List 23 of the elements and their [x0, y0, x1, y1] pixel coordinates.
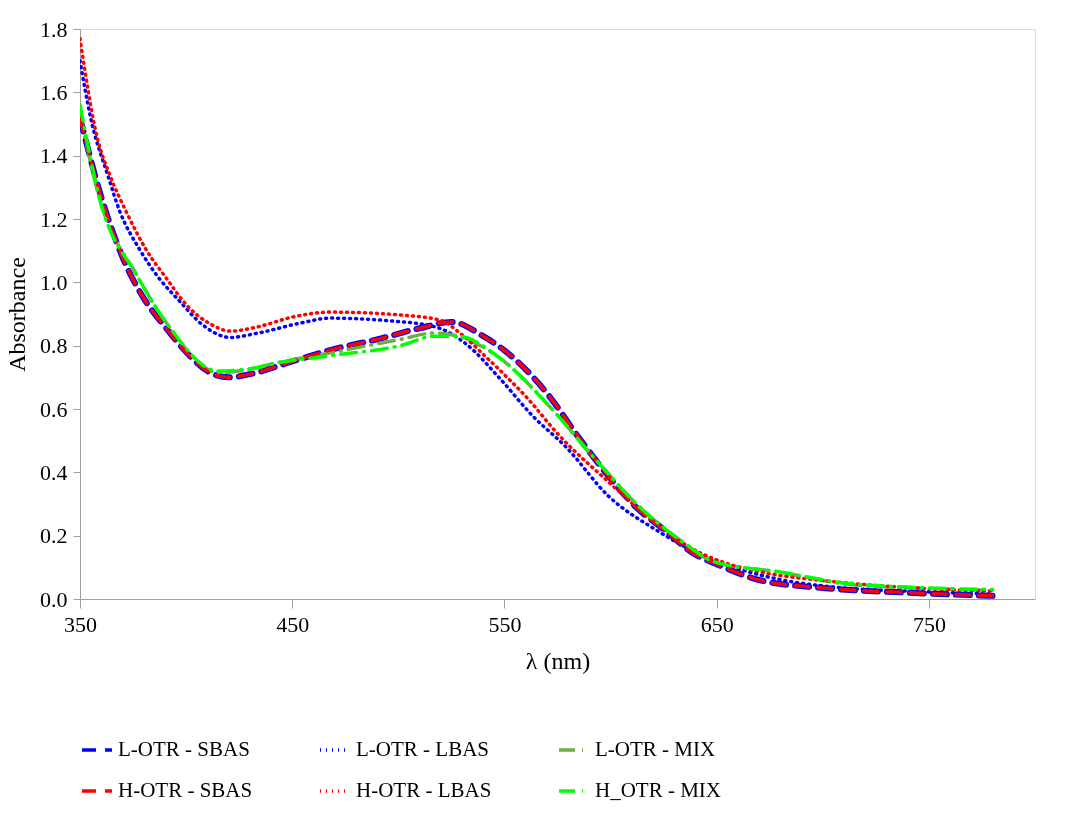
- y-tick-label: 0.6: [40, 396, 68, 422]
- x-tick-label: 550: [488, 611, 522, 637]
- legend-label: H-OTR - LBAS: [356, 778, 492, 802]
- y-tick-label: 1.4: [40, 143, 68, 169]
- y-tick-label: 1.2: [40, 206, 68, 232]
- y-tick-label: 1.8: [40, 16, 68, 42]
- x-tick-label: 350: [64, 611, 97, 637]
- y-tick-label: 0.0: [40, 586, 68, 612]
- y-tick-label: 1.0: [40, 269, 68, 295]
- legend-label: L-OTR - SBAS: [118, 737, 250, 761]
- x-tick-label: 650: [700, 611, 734, 637]
- legend-label: L-OTR - LBAS: [356, 737, 489, 761]
- y-tick-label: 0.8: [40, 333, 68, 359]
- y-tick-label: 0.4: [40, 459, 68, 485]
- y-axis-title: Absorbance: [4, 257, 30, 372]
- legend-label: H-OTR - SBAS: [118, 778, 253, 802]
- x-tick-label: 450: [276, 611, 310, 637]
- x-tick-label: 750: [912, 611, 946, 637]
- y-tick-label: 1.6: [40, 79, 68, 105]
- x-axis-title: λ (nm): [525, 647, 591, 674]
- y-tick-label: 0.2: [40, 523, 68, 549]
- legend-label: L-OTR - MIX: [595, 737, 716, 761]
- legend-label: H_OTR - MIX: [595, 778, 721, 802]
